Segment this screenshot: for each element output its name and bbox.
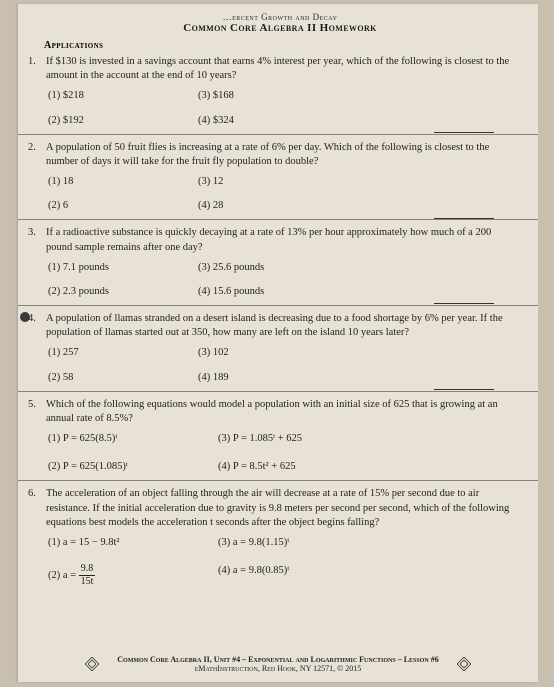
question-stem: A population of llamas stranded on a des… (46, 312, 516, 340)
question-stem: A population of 50 fruit flies is increa… (46, 141, 516, 169)
answer-blank (434, 123, 494, 133)
section-title: Applications (44, 40, 516, 51)
question-1: 1. If $130 is invested in a savings acco… (44, 55, 516, 128)
choice: (3) a = 9.8(1.15)ᵗ (218, 536, 398, 550)
question-stem: If $130 is invested in a savings account… (46, 55, 516, 83)
numerator: 9.8 (79, 564, 96, 576)
question-stem: Which of the following equations would m… (46, 398, 516, 426)
question-3: 3. If a radioactive substance is quickly… (44, 226, 516, 299)
choice: (1) P = 625(8.5)ᵗ (48, 432, 218, 446)
choice-fraction: (2) a = 9.8 15t (48, 564, 218, 587)
choice: (4) 15.6 pounds (198, 285, 368, 299)
question-number: 4. (28, 312, 36, 326)
question-number: 6. (28, 487, 36, 501)
choice: (3) 12 (198, 175, 368, 189)
choice: (1) a = 15 − 9.8t² (48, 536, 218, 550)
divider (18, 134, 538, 135)
divider (18, 480, 538, 481)
footer-line-1: Common Core Algebra II, Unit #4 – Expone… (117, 655, 438, 665)
question-2: 2. A population of 50 fruit flies is inc… (44, 141, 516, 214)
fraction: 9.8 15t (79, 564, 96, 587)
choice: (3) 25.6 pounds (198, 261, 368, 275)
question-stem: If a radioactive substance is quickly de… (46, 226, 516, 254)
choice-grid: (1) 18 (3) 12 (2) 6 (4) 28 (48, 175, 516, 213)
choice: (1) 257 (48, 346, 198, 360)
divider (18, 391, 538, 392)
choice: (4) a = 9.8(0.85)ᵗ (218, 564, 398, 587)
choice: (1) 7.1 pounds (48, 261, 198, 275)
choice: (2) 2.3 pounds (48, 285, 198, 299)
divider (18, 219, 538, 220)
question-number: 2. (28, 141, 36, 155)
choice: (4) $324 (198, 114, 368, 128)
choice-grid: (1) 257 (3) 102 (2) 58 (4) 189 (48, 346, 516, 384)
question-4: 4. A population of llamas stranded on a … (44, 312, 516, 385)
worksheet-page: …ercent Growth and Decay Common Core Alg… (18, 4, 538, 682)
header-main: Common Core Algebra II Homework (44, 22, 516, 34)
choice: (3) 102 (198, 346, 368, 360)
question-6: 6. The acceleration of an object falling… (44, 487, 516, 587)
choice: (3) $168 (198, 89, 368, 103)
frac-label: (2) a = (48, 570, 76, 581)
choice: (1) $218 (48, 89, 198, 103)
choice: (4) 189 (198, 371, 368, 385)
choice: (2) P = 625(1.085)ᵗ (48, 460, 218, 474)
divider (18, 305, 538, 306)
question-number: 3. (28, 226, 36, 240)
question-number: 1. (28, 55, 36, 69)
choice-grid: (1) P = 625(8.5)ᵗ (3) P = 1.085ᵗ + 625 (… (48, 432, 516, 474)
answer-blank (434, 294, 494, 304)
ornament-icon (457, 657, 471, 671)
question-stem: The acceleration of an object falling th… (46, 487, 516, 530)
question-5: 5. Which of the following equations woul… (44, 398, 516, 475)
choice: (2) 58 (48, 371, 198, 385)
choice: (1) 18 (48, 175, 198, 189)
choice-grid: (1) $218 (3) $168 (2) $192 (4) $324 (48, 89, 516, 127)
choice: (2) 6 (48, 199, 198, 213)
answer-blank (434, 380, 494, 390)
choice: (3) P = 1.085ᵗ + 625 (218, 432, 398, 446)
choice: (4) 28 (198, 199, 368, 213)
answer-blank (434, 209, 494, 219)
choice: (4) P = 8.5t² + 625 (218, 460, 398, 474)
ornament-icon (85, 657, 99, 671)
choice-grid: (1) a = 15 − 9.8t² (3) a = 9.8(1.15)ᵗ (2… (48, 536, 516, 587)
question-number: 5. (28, 398, 36, 412)
page-footer: Common Core Algebra II, Unit #4 – Expone… (18, 655, 538, 674)
footer-line-2: eMathInstruction, Red Hook, NY 12571, © … (117, 664, 438, 674)
header-partial: …ercent Growth and Decay (44, 12, 516, 22)
choice: (2) $192 (48, 114, 198, 128)
choice-grid: (1) 7.1 pounds (3) 25.6 pounds (2) 2.3 p… (48, 261, 516, 299)
denominator: 15t (79, 576, 96, 587)
